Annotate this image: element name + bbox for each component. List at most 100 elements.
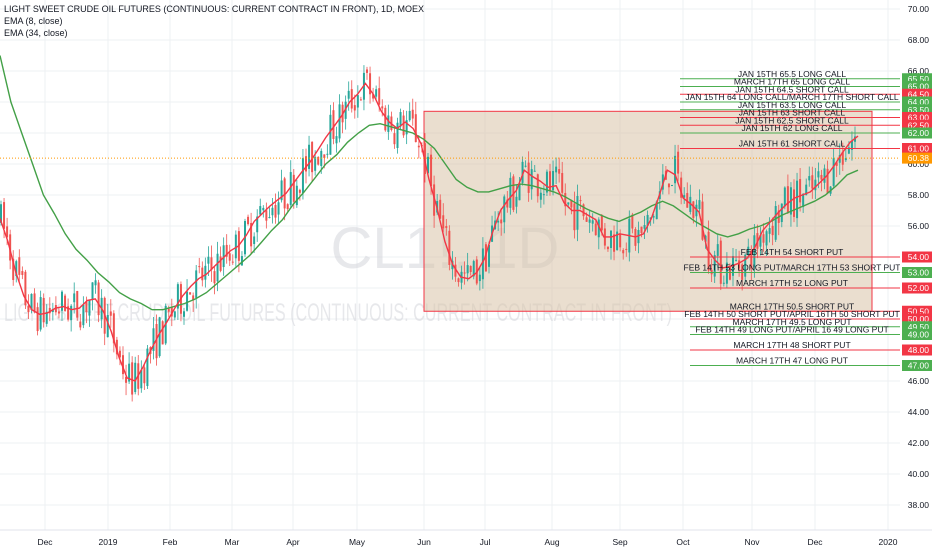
price-label: 49.00 xyxy=(908,330,930,340)
candle-body xyxy=(271,207,274,216)
candle-body xyxy=(183,311,185,317)
candle-body xyxy=(735,259,738,261)
x-tick-label: Aug xyxy=(544,537,559,547)
candle-body xyxy=(326,153,329,155)
candle-body xyxy=(847,147,850,154)
candle-body xyxy=(408,110,411,121)
candle-body xyxy=(677,151,680,174)
candle-body xyxy=(344,101,347,119)
ema8-line xyxy=(0,82,859,382)
candle-body xyxy=(838,155,841,163)
candle-body xyxy=(314,156,317,171)
candle-body xyxy=(73,293,76,303)
candle-body xyxy=(613,234,616,252)
price-label: 49.50 xyxy=(908,322,930,332)
candle-body xyxy=(335,136,338,144)
candle-body xyxy=(308,144,311,169)
candle-body xyxy=(747,246,750,256)
candle-body xyxy=(347,90,350,99)
candle-body xyxy=(76,291,79,318)
candle-body xyxy=(643,225,646,229)
candle-body xyxy=(497,220,500,223)
candle-body xyxy=(186,291,189,311)
candle-body xyxy=(170,307,173,317)
y-tick-label: 40.00 xyxy=(908,469,930,479)
candle-body xyxy=(18,257,21,275)
y-tick-label: 58.00 xyxy=(908,190,930,200)
candle-body xyxy=(67,306,70,320)
candle-body xyxy=(158,317,161,357)
candle-body xyxy=(12,258,15,280)
candle-body xyxy=(176,284,179,309)
candle-body xyxy=(671,184,673,186)
candle-body xyxy=(725,262,728,284)
time-axis-bg xyxy=(0,530,932,550)
candle-body xyxy=(146,348,149,387)
candle-body xyxy=(33,293,36,311)
candle-body xyxy=(530,169,533,190)
candle-body xyxy=(21,271,24,275)
candle-body xyxy=(268,217,271,219)
candle-body xyxy=(793,189,795,217)
candle-body xyxy=(247,216,250,225)
candle-body xyxy=(393,133,396,145)
candle-body xyxy=(384,107,387,131)
candle-body xyxy=(457,278,460,283)
annotation-label: MARCH 17TH 52 LONG PUT xyxy=(736,278,848,288)
candle-body xyxy=(301,158,304,194)
price-label: 47.00 xyxy=(908,361,930,371)
candle-body xyxy=(631,214,634,229)
candle-body xyxy=(472,261,475,277)
candle-body xyxy=(783,187,786,207)
price-label: 64.50 xyxy=(908,89,930,99)
time-axis[interactable]: Dec 2019 Feb Mar Apr May Jun Jul Aug Sep Oct Nov Dec… xyxy=(0,529,932,550)
price-label-bg xyxy=(902,143,932,154)
x-tick-label: 2020 xyxy=(879,537,898,547)
candle-body xyxy=(332,110,335,139)
candle-body xyxy=(97,282,100,316)
candle-body xyxy=(524,165,527,167)
candle-body xyxy=(277,202,280,215)
candle-body xyxy=(591,220,594,224)
candle-body xyxy=(225,244,228,257)
candle-body xyxy=(64,295,67,311)
candle-body xyxy=(597,219,600,238)
candle-body xyxy=(222,245,225,268)
price-label: 63.50 xyxy=(908,105,930,115)
x-tick-label: Dec xyxy=(807,537,823,547)
candle-body xyxy=(427,156,429,174)
candle-body xyxy=(256,216,259,233)
candle-body xyxy=(94,280,97,286)
candle-body xyxy=(616,231,619,251)
price-label: 54.00 xyxy=(908,252,930,262)
candle-body xyxy=(518,183,521,201)
candle-body xyxy=(134,362,137,393)
x-tick-label: 2019 xyxy=(99,537,118,547)
candle-body xyxy=(722,282,725,284)
x-tick-label: Jul xyxy=(480,537,491,547)
price-label: 63.00 xyxy=(908,113,930,123)
price-label-bg xyxy=(902,112,932,123)
y-tick-label: 68.00 xyxy=(908,35,930,45)
candle-body xyxy=(323,154,326,158)
candle-body xyxy=(466,265,469,274)
candle-body xyxy=(594,223,597,236)
y-tick-label: 46.00 xyxy=(908,376,930,386)
candle-body xyxy=(210,257,213,270)
candle-body xyxy=(588,219,591,223)
candle-body xyxy=(143,367,146,384)
candle-body xyxy=(552,171,555,191)
annotation-label: MARCH 17TH 65 LONG CALL xyxy=(734,77,850,87)
candle-body xyxy=(201,267,204,281)
candle-body xyxy=(619,233,622,248)
y-tick-label: 42.00 xyxy=(908,438,930,448)
candle-body xyxy=(832,158,835,186)
candle-body xyxy=(698,200,701,210)
candle-body xyxy=(283,178,286,209)
candle-body xyxy=(372,94,375,99)
candle-body xyxy=(716,244,719,256)
candle-body xyxy=(704,235,707,242)
candle-body xyxy=(305,156,307,172)
chart-legend: LIGHT SWEET CRUDE OIL FUTURES (CONTINUOU… xyxy=(4,3,424,39)
